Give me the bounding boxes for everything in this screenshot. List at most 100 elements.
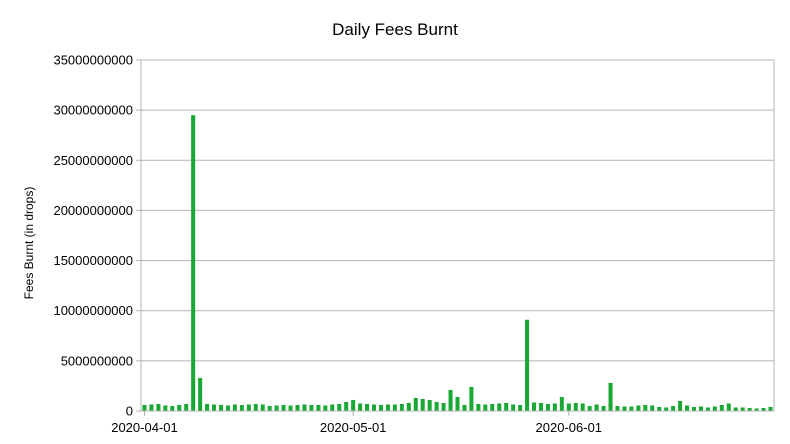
bar bbox=[601, 405, 606, 411]
bar bbox=[205, 403, 210, 411]
y-tick-label: 30000000000 bbox=[53, 103, 133, 118]
bar bbox=[698, 406, 703, 411]
bar bbox=[239, 404, 244, 411]
bar bbox=[657, 406, 662, 411]
chart-title: Daily Fees Burnt bbox=[332, 20, 458, 39]
bar bbox=[274, 405, 279, 411]
bar bbox=[768, 406, 773, 411]
bar bbox=[323, 405, 328, 411]
y-tick-label: 25000000000 bbox=[53, 153, 133, 168]
bar bbox=[260, 404, 265, 411]
bar bbox=[455, 396, 460, 411]
plot-area-frame bbox=[140, 59, 775, 412]
bar bbox=[733, 407, 738, 411]
bar bbox=[288, 405, 293, 411]
bar bbox=[212, 404, 217, 411]
bar bbox=[754, 408, 759, 411]
x-tick-label: 2020-04-01 bbox=[111, 420, 178, 435]
bar bbox=[566, 403, 571, 411]
bar bbox=[399, 403, 404, 411]
bar bbox=[434, 401, 439, 411]
bar bbox=[712, 406, 717, 411]
bar bbox=[678, 400, 683, 411]
bar bbox=[413, 397, 418, 411]
y-axis-label: Fees Burnt (in drops) bbox=[22, 187, 36, 300]
bar bbox=[518, 404, 523, 411]
bar bbox=[719, 404, 724, 411]
bars bbox=[142, 115, 773, 411]
bar bbox=[198, 377, 203, 411]
bar bbox=[267, 405, 272, 411]
bar bbox=[448, 389, 453, 411]
bar bbox=[337, 403, 342, 411]
bar bbox=[420, 398, 425, 411]
bar bbox=[650, 405, 655, 411]
bar bbox=[170, 405, 175, 411]
bar bbox=[372, 404, 377, 411]
bar bbox=[191, 115, 196, 411]
bar bbox=[163, 405, 168, 411]
bar bbox=[664, 407, 669, 411]
bar bbox=[685, 405, 690, 411]
bar bbox=[552, 403, 557, 411]
bar bbox=[406, 402, 411, 411]
bar bbox=[622, 406, 627, 411]
bar bbox=[636, 405, 641, 411]
bar bbox=[511, 404, 516, 411]
x-axis-ticks: 2020-04-01 2020-05-01 2020-06-01 bbox=[111, 411, 602, 435]
y-tick-label: 5000000000 bbox=[61, 353, 133, 368]
bar bbox=[330, 404, 335, 411]
bar bbox=[532, 402, 537, 411]
y-tick-label: 20000000000 bbox=[53, 203, 133, 218]
bar bbox=[295, 404, 300, 411]
bar bbox=[358, 403, 363, 411]
bar bbox=[149, 404, 154, 411]
bar bbox=[156, 403, 161, 411]
bar bbox=[246, 404, 251, 411]
bar bbox=[497, 403, 502, 411]
bar bbox=[441, 402, 446, 411]
bar bbox=[608, 382, 613, 411]
bar bbox=[427, 399, 432, 411]
bar bbox=[476, 403, 481, 411]
bar bbox=[525, 319, 530, 411]
y-tick-label: 10000000000 bbox=[53, 303, 133, 318]
bar bbox=[225, 405, 230, 411]
bar bbox=[747, 407, 752, 411]
y-tick-label: 0 bbox=[126, 404, 133, 419]
bar bbox=[545, 403, 550, 411]
bar bbox=[344, 401, 349, 411]
bar bbox=[462, 404, 467, 411]
bar bbox=[232, 404, 237, 411]
bar bbox=[671, 405, 676, 411]
bar bbox=[538, 402, 543, 411]
bar bbox=[184, 403, 189, 411]
bar bbox=[580, 403, 585, 411]
bar bbox=[615, 405, 620, 411]
bar bbox=[218, 404, 224, 411]
bar bbox=[740, 407, 745, 411]
y-tick-label: 35000000000 bbox=[53, 53, 133, 68]
bar bbox=[469, 386, 474, 411]
bar bbox=[643, 404, 648, 411]
bar bbox=[365, 403, 370, 411]
bar bbox=[378, 404, 383, 411]
bar bbox=[142, 404, 147, 411]
bar bbox=[316, 404, 321, 411]
bar bbox=[385, 404, 390, 411]
bar bbox=[351, 399, 356, 411]
bar bbox=[691, 406, 697, 411]
y-axis-ticks: 0 5000000000 10000000000 15000000000 2000000… bbox=[53, 53, 141, 419]
x-tick-label: 2020-06-01 bbox=[536, 420, 603, 435]
bar bbox=[726, 403, 731, 411]
bar bbox=[504, 402, 509, 411]
y-tick-label: 15000000000 bbox=[53, 253, 133, 268]
bar bbox=[281, 404, 286, 411]
bar bbox=[490, 403, 495, 411]
bar bbox=[559, 396, 564, 411]
bar bbox=[392, 404, 397, 411]
bar bbox=[594, 404, 599, 411]
bar bbox=[253, 403, 258, 411]
bar bbox=[629, 406, 634, 411]
